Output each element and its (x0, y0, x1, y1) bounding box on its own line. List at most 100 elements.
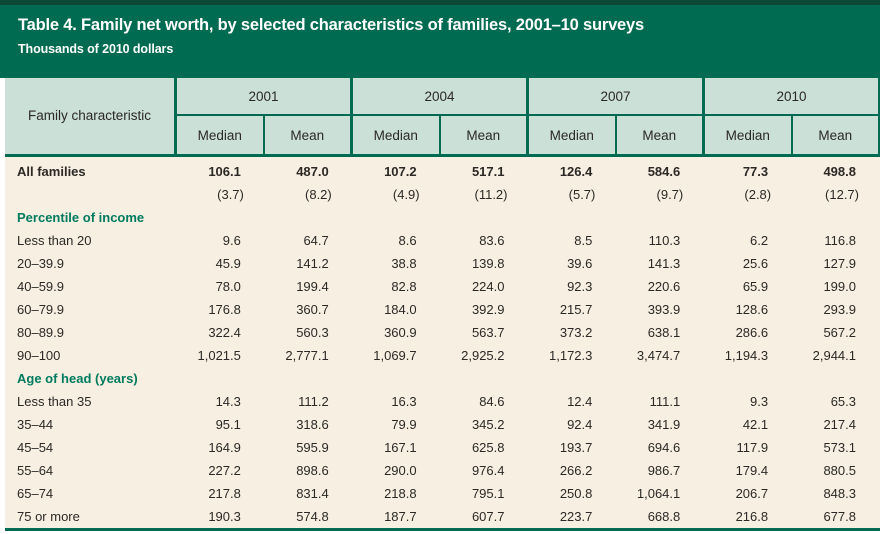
cell-value: 16.3 (391, 394, 417, 409)
cell-value: 795.1 (471, 486, 505, 501)
table-title-bar: Table 4. Family net worth, by selected c… (0, 0, 880, 78)
cell-value: 898.6 (296, 463, 329, 478)
year-group-2010: 2010 Median Mean (705, 78, 880, 154)
cell-value: 1,021.5 (197, 348, 241, 363)
cell-value: 65.3 (830, 394, 856, 409)
table-body: All families 106.1 487.0 107.2 517.1 126.4 584… (5, 157, 880, 531)
cell-value: 286.6 (735, 325, 769, 340)
subheader-mean: Mean (466, 127, 501, 143)
row-header-label: Family characteristic (5, 78, 177, 154)
cell-value: 42.1 (742, 417, 769, 432)
cell-value: (3.7) (217, 187, 244, 202)
row-values (177, 206, 880, 229)
cell-value: 215.7 (559, 302, 593, 317)
cell-value (529, 206, 617, 229)
cell-value: 45.9 (215, 256, 241, 271)
cell-value: 199.4 (296, 279, 329, 294)
cell-value: 92.4 (567, 417, 593, 432)
cell-value: (8.2) (305, 187, 332, 202)
subheader-mean: Mean (290, 127, 325, 143)
cell-value: 82.8 (391, 279, 417, 294)
cell-value: 12.4 (567, 394, 593, 409)
row-label: 45–54 (17, 440, 54, 455)
row-label: All families (17, 164, 86, 179)
row-label: Age of head (years) (17, 371, 138, 386)
row-values: 227.2 898.6 290.0 976.4 266.2 986.7 179.4 880.5 (177, 459, 880, 482)
cell-value: 217.4 (823, 417, 856, 432)
cell-value: 345.2 (471, 417, 505, 432)
cell-value: 1,064.1 (636, 486, 681, 501)
cell-value: 625.8 (471, 440, 505, 455)
table-row: All families 106.1 487.0 107.2 517.1 126.4 584… (5, 160, 880, 183)
cell-value (704, 367, 792, 390)
cell-value (353, 367, 441, 390)
cell-value: 9.3 (750, 394, 769, 409)
year-label: 2004 (353, 78, 526, 116)
cell-value: 199.0 (823, 279, 856, 294)
cell-value: 187.7 (384, 509, 417, 524)
cell-value: 92.3 (567, 279, 593, 294)
cell-value: 8.6 (398, 233, 417, 248)
cell-value: 64.7 (303, 233, 329, 248)
table-column-header: Family characteristic 2001 Median Mean 2004… (5, 78, 880, 157)
table-row: 80–89.9 322.4 560.3 360.9 563.7 373.2 638.1 286… (5, 321, 880, 344)
cell-value: 1,069.7 (373, 348, 417, 363)
cell-value: 218.8 (384, 486, 417, 501)
cell-value: 141.2 (296, 256, 329, 271)
cell-value: 206.7 (735, 486, 769, 501)
cell-value: 250.8 (559, 486, 593, 501)
cell-value: 223.7 (559, 509, 593, 524)
table-row: 45–54 164.9 595.9 167.1 625.8 193.7 694.6 117.9… (5, 436, 880, 459)
subheader-median: Median (177, 116, 265, 154)
row-label: 20–39.9 (17, 256, 64, 271)
row-label: 55–64 (17, 463, 54, 478)
cell-value: 65.9 (742, 279, 769, 294)
cell-value: 392.9 (471, 302, 505, 317)
row-label: Less than 20 (17, 233, 92, 248)
cell-value: 1,172.3 (549, 348, 593, 363)
row-label: 40–59.9 (17, 279, 64, 294)
cell-value: 318.6 (296, 417, 329, 432)
cell-value: 190.3 (208, 509, 241, 524)
table-row: (3.7) (8.2) (4.9) (11.2) (5.7) (9.7) (2.8) (12.… (5, 183, 880, 206)
cell-value: 266.2 (559, 463, 593, 478)
row-values: 1,021.5 2,777.1 1,069.7 2,925.2 1,172.3 3,474… (177, 344, 880, 367)
cell-value: 107.2 (384, 164, 417, 179)
cell-value: 176.8 (208, 302, 241, 317)
data-table: Family characteristic 2001 Median Mean 2004… (5, 78, 880, 534)
cell-value: 83.6 (479, 233, 505, 248)
cell-value: 607.7 (471, 509, 505, 524)
subheader-mean: Mean (818, 127, 853, 143)
cell-value (177, 206, 265, 229)
year-label: 2007 (529, 78, 702, 116)
subheader-median: Median (353, 116, 441, 154)
cell-value: 360.9 (384, 325, 417, 340)
cell-value: 217.8 (208, 486, 241, 501)
top-accent-strip (0, 0, 880, 5)
cell-value: 976.4 (471, 463, 505, 478)
row-values: 176.8 360.7 184.0 392.9 215.7 393.9 128.6 293.9 (177, 298, 880, 321)
cell-value: 25.6 (742, 256, 769, 271)
row-label: 80–89.9 (17, 325, 64, 340)
cell-value: 373.2 (559, 325, 593, 340)
section-row: Percentile of income (5, 206, 880, 229)
cell-value (529, 367, 617, 390)
table-title: Table 4. Family net worth, by selected c… (18, 16, 644, 34)
cell-value: 560.3 (296, 325, 329, 340)
cell-value: 127.9 (823, 256, 856, 271)
cell-value: 139.8 (471, 256, 505, 271)
table-row: Less than 20 9.6 64.7 8.6 83.6 8.5 110.3 6.2 116… (5, 229, 880, 252)
row-values: 78.0 199.4 82.8 224.0 92.3 220.6 65.9 199.0 (177, 275, 880, 298)
cell-value: 14.3 (215, 394, 241, 409)
cell-value: (2.8) (744, 187, 772, 202)
cell-value: 128.6 (735, 302, 769, 317)
row-label: 65–74 (17, 486, 54, 501)
cell-value: 567.2 (823, 325, 856, 340)
row-label (5, 183, 177, 206)
row-values: 106.1 487.0 107.2 517.1 126.4 584.6 77.3 498.8 (177, 160, 880, 183)
cell-value: 184.0 (384, 302, 417, 317)
cell-value: 498.8 (823, 164, 856, 179)
cell-value: 848.3 (823, 486, 856, 501)
cell-value: 6.2 (750, 233, 769, 248)
